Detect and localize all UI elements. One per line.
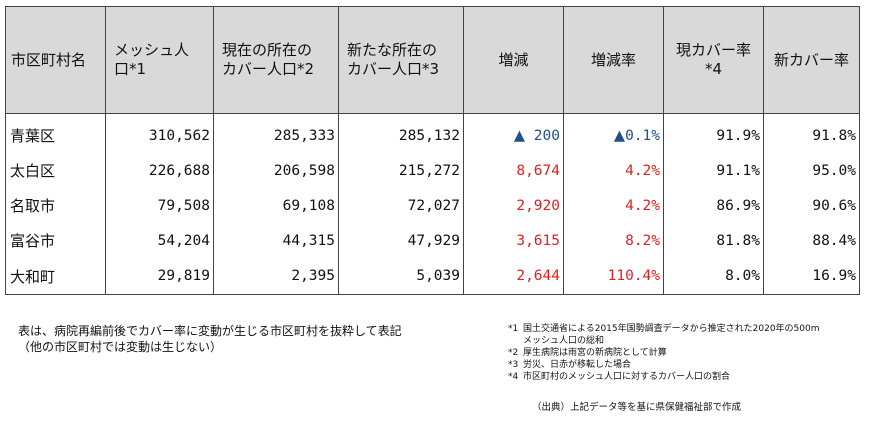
source-note: （出典）上記データ等を基に県保健福祉部で作成 [532,402,742,413]
table-header-row: 市区町村名 メッシュ人 口*1 現在の所在の カバー人口*2 新たな所在の カバー人口… [5,6,860,114]
header-change: 増減 [463,6,564,114]
footnote: *1 国土交通省による2015年国勢調査データから推定された2020年の500m… [508,324,820,346]
change-rate: 4.2% [563,153,664,188]
table-row: 大和町 29,819 2,395 5,039 2,644 110.4% 8.0% 16.9% [5,258,860,295]
current-coverage: 44,315 [213,223,339,258]
header-new-coverage: 新たな所在の カバー人口*3 [338,6,464,114]
current-coverage-rate: 81.8% [663,223,764,258]
municipality-name: 太白区 [5,153,106,188]
current-coverage: 285,333 [213,113,339,153]
municipality-name: 大和町 [5,258,106,295]
mesh-population: 79,508 [105,188,214,223]
new-coverage: 47,929 [338,223,464,258]
new-coverage: 215,272 [338,153,464,188]
new-coverage-rate: 95.0% [763,153,860,188]
mesh-population: 310,562 [105,113,214,153]
change-rate: 4.2% [563,188,664,223]
current-coverage-rate: 86.9% [663,188,764,223]
footnote: *4 市区町村のメッシュ人口に対するカバー人口の割合 [508,372,731,382]
new-coverage: 72,027 [338,188,464,223]
change-value: ▲ 200 [463,113,564,153]
new-coverage-rate: 91.8% [763,113,860,153]
mesh-population: 226,688 [105,153,214,188]
new-coverage-rate: 16.9% [763,258,860,295]
decrease-triangle-icon: ▲ [513,127,526,144]
new-coverage: 285,132 [338,113,464,153]
header-municipality: 市区町村名 [5,6,106,114]
header-current-coverage: 現在の所在の カバー人口*2 [213,6,339,114]
coverage-table: 市区町村名 メッシュ人 口*1 現在の所在の カバー人口*2 新たな所在の カバー人口… [5,6,860,295]
footnote: *3 労災、日赤が移転した場合 [508,360,632,370]
mesh-population: 29,819 [105,258,214,295]
table-row: 名取市 79,508 69,108 72,027 2,920 4.2% 86.9% 90.6% [5,188,860,223]
footnotes: *1 国土交通省による2015年国勢調査データから推定された2020年の500m… [508,323,884,383]
table-note-line2: （他の市区町村では変動は生じない） [18,340,223,354]
decrease-triangle-icon: ▲ [613,127,626,144]
table-row: 太白区 226,688 206,598 215,272 8,674 4.2% 91.1% 95… [5,153,860,188]
header-new-rate: 新カバー率 [763,6,860,114]
new-coverage: 5,039 [338,258,464,295]
table-row: 富谷市 54,204 44,315 47,929 3,615 8.2% 81.8% 88.4% [5,223,860,258]
table-note: 表は、病院再編前後でカバー率に変動が生じる市区町村を抜粋して表記 （他の市区町村… [18,323,488,355]
mesh-population: 54,204 [105,223,214,258]
change-value: 3,615 [463,223,564,258]
change-value: 2,644 [463,258,564,295]
municipality-name: 青葉区 [5,113,106,153]
table-row: 青葉区 310,562 285,333 285,132 ▲ 200 ▲0.1% 91.9% 9… [5,113,860,153]
footnote: *2 厚生病院は雨宮の新病院として計算 [508,348,667,358]
table-note-line1: 表は、病院再編前後でカバー率に変動が生じる市区町村を抜粋して表記 [18,324,402,338]
municipality-name: 富谷市 [5,223,106,258]
header-current-rate: 現カバー率 *4 [663,6,764,114]
new-coverage-rate: 90.6% [763,188,860,223]
current-coverage: 206,598 [213,153,339,188]
change-value: 2,920 [463,188,564,223]
header-mesh-population: メッシュ人 口*1 [105,6,214,114]
header-change-rate: 増減率 [563,6,664,114]
change-value: 8,674 [463,153,564,188]
current-coverage-rate: 8.0% [663,258,764,295]
current-coverage-rate: 91.9% [663,113,764,153]
change-rate: 110.4% [563,258,664,295]
current-coverage-rate: 91.1% [663,153,764,188]
current-coverage: 69,108 [213,188,339,223]
change-rate: 8.2% [563,223,664,258]
municipality-name: 名取市 [5,188,106,223]
current-coverage: 2,395 [213,258,339,295]
change-rate: ▲0.1% [563,113,664,153]
new-coverage-rate: 88.4% [763,223,860,258]
